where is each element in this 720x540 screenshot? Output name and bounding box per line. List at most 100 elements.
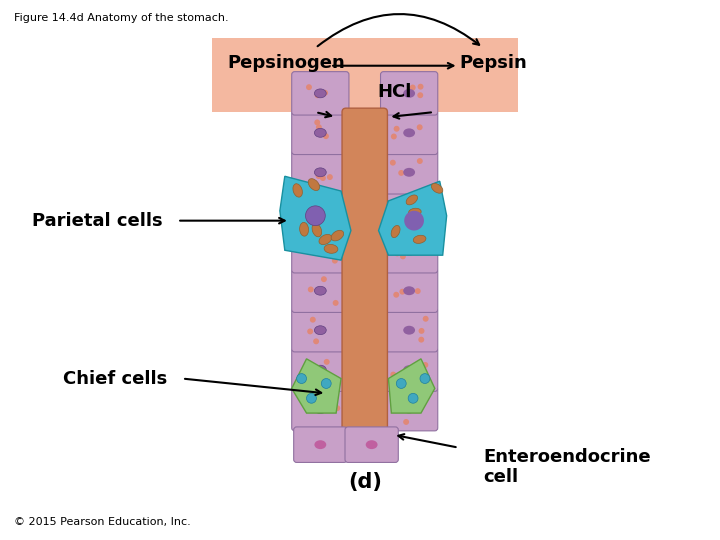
Circle shape [334,405,341,411]
Text: Pepsin: Pepsin [459,54,527,72]
Circle shape [415,288,420,294]
Circle shape [320,175,326,181]
Circle shape [323,249,329,255]
Polygon shape [280,176,351,260]
Circle shape [307,287,314,293]
Circle shape [394,126,400,132]
Circle shape [391,133,397,139]
Circle shape [312,210,319,215]
Circle shape [410,374,415,380]
Ellipse shape [403,365,415,374]
Ellipse shape [403,168,415,177]
Ellipse shape [431,184,443,193]
Circle shape [305,206,325,226]
Circle shape [404,211,424,231]
Ellipse shape [403,207,415,216]
FancyBboxPatch shape [212,38,518,112]
Circle shape [408,393,418,403]
Ellipse shape [315,89,326,98]
Text: Pepsinogen: Pepsinogen [227,54,345,72]
Circle shape [323,133,329,139]
FancyBboxPatch shape [345,427,398,462]
Ellipse shape [391,225,400,238]
Circle shape [400,289,405,295]
Circle shape [297,374,307,383]
Ellipse shape [315,365,326,374]
FancyBboxPatch shape [381,72,438,115]
Ellipse shape [315,404,326,414]
Circle shape [332,258,338,264]
Circle shape [313,339,319,345]
FancyBboxPatch shape [292,111,349,154]
Circle shape [390,372,396,377]
Circle shape [405,241,410,247]
Circle shape [315,173,322,179]
FancyBboxPatch shape [381,190,438,233]
FancyBboxPatch shape [292,308,349,352]
Text: Parietal cells: Parietal cells [32,212,163,230]
Circle shape [309,367,315,373]
Ellipse shape [315,207,326,216]
Circle shape [307,393,316,403]
FancyBboxPatch shape [342,108,387,432]
Ellipse shape [366,440,377,449]
Circle shape [418,92,423,98]
FancyBboxPatch shape [381,348,438,392]
FancyBboxPatch shape [381,269,438,313]
Circle shape [315,401,321,407]
Ellipse shape [403,89,415,98]
Circle shape [322,90,328,96]
Ellipse shape [319,234,332,245]
Circle shape [417,158,423,164]
Text: Chief cells: Chief cells [63,369,167,388]
Circle shape [418,337,424,342]
Circle shape [321,276,327,282]
Ellipse shape [300,222,309,236]
Circle shape [392,401,397,407]
Circle shape [314,119,320,125]
Text: Figure 14.4d Anatomy of the stomach.: Figure 14.4d Anatomy of the stomach. [14,14,229,23]
Circle shape [315,92,320,98]
Circle shape [410,85,415,91]
Circle shape [396,379,406,388]
Ellipse shape [315,129,326,137]
Circle shape [398,170,404,176]
Polygon shape [292,359,341,413]
Circle shape [423,316,428,322]
Circle shape [390,160,396,166]
Circle shape [417,124,423,130]
Text: © 2015 Pearson Education, Inc.: © 2015 Pearson Education, Inc. [14,517,191,526]
Ellipse shape [315,440,326,449]
Ellipse shape [312,224,322,237]
Circle shape [400,253,406,259]
Ellipse shape [408,208,421,217]
FancyBboxPatch shape [292,72,349,115]
Circle shape [395,251,400,256]
FancyBboxPatch shape [381,387,438,431]
Ellipse shape [413,235,426,244]
FancyBboxPatch shape [292,190,349,233]
Text: Enteroendocrine
cell: Enteroendocrine cell [483,448,651,487]
Circle shape [307,328,313,334]
Text: HCl: HCl [377,83,412,102]
Circle shape [403,419,409,425]
Ellipse shape [324,245,338,253]
Circle shape [405,201,410,207]
Circle shape [316,124,322,130]
Ellipse shape [403,129,415,137]
Polygon shape [379,181,446,255]
Circle shape [407,401,413,407]
Polygon shape [388,359,435,413]
Ellipse shape [315,168,326,177]
Ellipse shape [331,231,343,241]
Circle shape [310,317,316,322]
FancyBboxPatch shape [292,348,349,392]
Text: (d): (d) [348,472,382,492]
Circle shape [302,399,308,405]
Ellipse shape [315,247,326,256]
Circle shape [318,377,323,383]
Circle shape [423,362,428,368]
Ellipse shape [403,326,415,335]
FancyBboxPatch shape [292,151,349,194]
Ellipse shape [293,184,302,197]
